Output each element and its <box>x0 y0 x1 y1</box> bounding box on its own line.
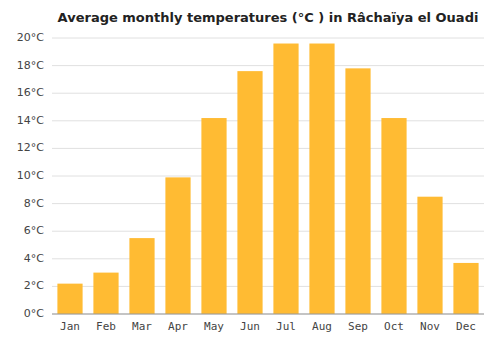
x-axis: Jan Feb Mar Apr May Jun Jul Aug Sep Oct Nov Dec <box>52 314 484 333</box>
y-tick-label: 14°C <box>17 114 44 127</box>
bar <box>165 177 190 314</box>
chart-container: Average monthly temperatures (°C ) in Râ… <box>0 0 500 350</box>
bar <box>129 238 154 314</box>
x-tick-label: Jun <box>240 320 260 333</box>
bar <box>201 118 226 314</box>
x-tick-label: Sep <box>348 320 368 333</box>
y-tick-label: 8°C <box>24 197 44 210</box>
y-tick-label: 10°C <box>17 169 44 182</box>
y-tick-label: 16°C <box>17 86 44 99</box>
x-tick-label: Nov <box>420 320 440 333</box>
x-axis-line <box>52 314 484 315</box>
x-tick-label: Jan <box>60 320 80 333</box>
y-tick-label: 4°C <box>24 252 44 265</box>
x-tick-label: Oct <box>384 320 404 333</box>
y-tick-label: 12°C <box>17 141 44 154</box>
bars <box>57 44 478 314</box>
x-tick-label: Dec <box>456 320 476 333</box>
grid-line <box>52 120 484 121</box>
grid-line <box>52 148 484 149</box>
chart-title: Average monthly temperatures (°C ) in Râ… <box>58 10 479 25</box>
bar <box>237 71 262 314</box>
y-tick-label: 18°C <box>17 59 44 72</box>
chart-svg: Average monthly temperatures (°C ) in Râ… <box>0 0 500 350</box>
x-tick-label: Mar <box>132 320 152 333</box>
bar <box>57 284 82 314</box>
grid <box>52 38 484 314</box>
grid-line <box>52 65 484 66</box>
bar <box>273 44 298 314</box>
x-tick-label: Aug <box>312 320 332 333</box>
x-tick-label: May <box>204 320 224 333</box>
x-tick-label: Feb <box>96 320 116 333</box>
bar <box>417 197 442 314</box>
x-tick-label: Apr <box>168 320 188 333</box>
y-tick-label: 0°C <box>24 307 44 320</box>
x-tick-label: Jul <box>276 320 296 333</box>
bar <box>93 273 118 314</box>
y-axis: 0°C 2°C 4°C 6°C 8°C 10°C 12°C 14°C 16°C 18°C 20°C <box>17 31 44 320</box>
bar <box>381 118 406 314</box>
grid-line <box>52 314 484 315</box>
y-tick-label: 20°C <box>17 31 44 44</box>
bar <box>453 263 478 314</box>
y-tick-label: 2°C <box>24 279 44 292</box>
grid-line <box>52 93 484 94</box>
bar <box>309 44 334 314</box>
grid-line <box>52 38 484 39</box>
grid-line <box>52 176 484 177</box>
y-tick-label: 6°C <box>24 224 44 237</box>
bar <box>345 68 370 314</box>
